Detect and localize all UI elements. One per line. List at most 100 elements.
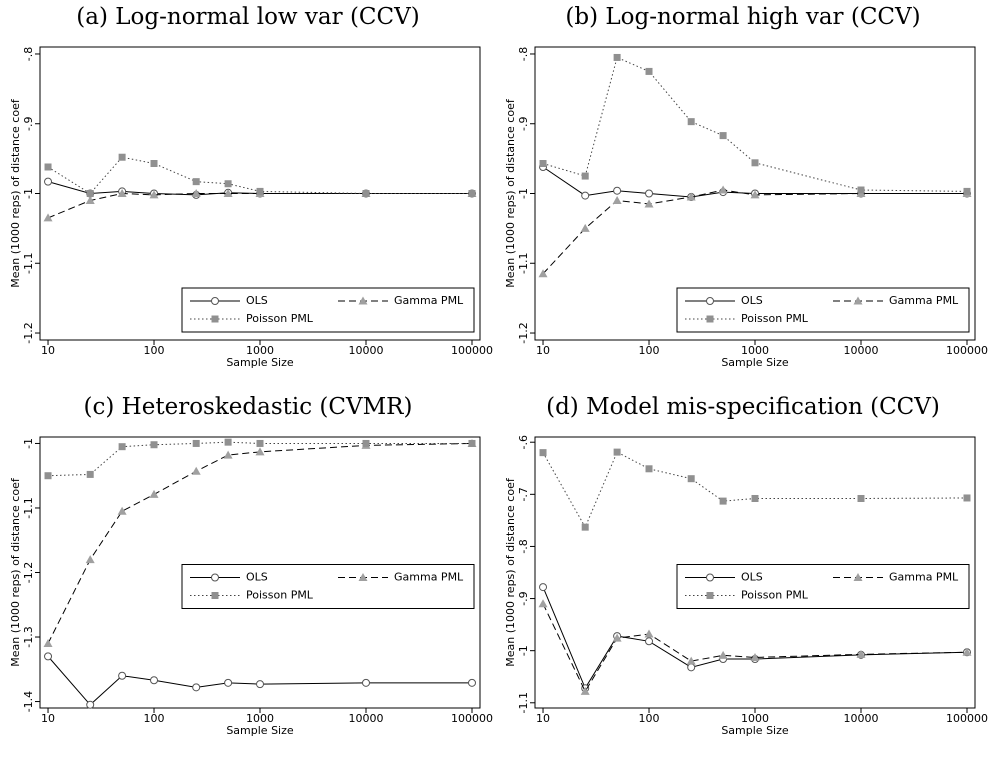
legend-label: Gamma PML — [889, 571, 959, 584]
legend-box — [181, 564, 475, 609]
y-axis-label: Mean (1000 reps) of distance coef — [504, 98, 517, 288]
marker — [150, 441, 158, 449]
y-axis-label: Mean (1000 reps) of distance coef — [9, 477, 22, 667]
marker — [645, 189, 654, 198]
marker — [43, 638, 53, 647]
x-tick-label: 100 — [639, 344, 660, 357]
marker — [612, 195, 622, 204]
x-axis-label: Sample Size — [226, 724, 294, 737]
marker — [86, 190, 94, 197]
x-tick-label: 10000 — [349, 344, 384, 357]
marker — [539, 160, 547, 168]
legend-box — [181, 287, 475, 333]
chart-title: (c) Heteroskedastic (CVMR) — [84, 394, 413, 420]
marker — [539, 583, 548, 592]
legend-marker — [211, 592, 219, 599]
marker — [539, 449, 547, 457]
marker — [645, 637, 654, 646]
marker — [718, 650, 728, 659]
marker — [118, 153, 126, 161]
marker — [581, 523, 589, 531]
marker — [256, 439, 264, 447]
x-axis-label: Sample Size — [226, 356, 294, 369]
legend-label: Gamma PML — [394, 571, 464, 584]
marker — [150, 676, 159, 685]
marker — [192, 683, 201, 692]
chart-title: (d) Model mis-specification (CCV) — [546, 394, 940, 420]
legend-label: OLS — [246, 294, 268, 307]
legend-label: Poisson PML — [246, 589, 314, 602]
x-tick-label: 1000 — [246, 712, 274, 725]
series-line — [47, 192, 472, 219]
y-tick-label: -1.1 — [22, 253, 35, 274]
marker — [580, 686, 590, 695]
marker — [224, 438, 232, 446]
y-tick-label: -.9 — [517, 117, 530, 131]
legend-marker — [211, 315, 219, 323]
marker — [192, 178, 200, 186]
y-tick-label: -1.3 — [22, 626, 35, 647]
marker — [857, 186, 865, 194]
legend-marker — [706, 297, 714, 305]
legend-marker — [706, 573, 714, 582]
marker — [750, 652, 760, 661]
x-tick-label: 10000 — [349, 712, 384, 725]
marker — [256, 187, 264, 195]
marker — [538, 599, 548, 608]
legend-label: Gamma PML — [394, 294, 464, 307]
legend-label: OLS — [246, 571, 268, 584]
marker — [362, 678, 371, 687]
x-tick-label: 100 — [144, 712, 165, 725]
legend-marker — [853, 296, 863, 305]
marker — [644, 629, 654, 638]
legend-label: OLS — [741, 294, 763, 307]
y-tick-label: -1.1 — [517, 253, 530, 274]
marker — [44, 177, 53, 186]
x-tick-label: 100000 — [946, 712, 988, 725]
marker — [687, 118, 695, 126]
marker — [613, 448, 621, 456]
y-tick-label: -.9 — [22, 117, 35, 131]
marker — [223, 450, 233, 459]
y-tick-label: -1.2 — [22, 322, 35, 343]
x-tick-label: 10 — [536, 344, 550, 357]
chart-title: (a) Log-normal low var (CCV) — [76, 4, 419, 30]
y-tick-label: -1 — [22, 188, 35, 199]
marker — [751, 494, 759, 502]
x-axis-label: Sample Size — [721, 724, 789, 737]
y-tick-label: -1.2 — [517, 322, 530, 343]
series-line — [542, 56, 967, 192]
y-axis-label: Mean (1000 reps) of distance coef — [504, 477, 517, 667]
series-line — [47, 442, 473, 644]
marker — [686, 656, 696, 665]
x-tick-label: 100000 — [946, 344, 988, 357]
y-tick-label: -.8 — [517, 47, 530, 61]
y-tick-label: -.8 — [517, 539, 530, 553]
marker — [581, 172, 589, 180]
marker — [751, 159, 759, 167]
marker — [856, 649, 866, 658]
x-tick-label: 1000 — [246, 344, 274, 357]
marker — [191, 189, 201, 197]
y-tick-label: -1 — [517, 188, 530, 199]
marker — [224, 678, 233, 687]
marker — [645, 465, 653, 473]
legend-marker — [358, 573, 368, 581]
marker — [224, 180, 232, 188]
marker — [44, 652, 53, 661]
x-tick-label: 100000 — [451, 344, 493, 357]
marker — [85, 555, 95, 564]
y-tick-label: -1.1 — [517, 692, 530, 713]
x-tick-label: 100 — [144, 344, 165, 357]
legend-label: Poisson PML — [246, 312, 314, 325]
marker — [86, 470, 94, 478]
x-tick-label: 10000 — [844, 344, 879, 357]
y-axis-label: Mean (1000 reps) of distance coef — [9, 98, 22, 288]
legend-box — [676, 287, 970, 333]
x-tick-label: 100000 — [451, 712, 493, 725]
legend-marker — [853, 573, 863, 581]
marker — [687, 475, 695, 483]
x-tick-label: 10 — [536, 712, 550, 725]
marker — [750, 190, 760, 199]
